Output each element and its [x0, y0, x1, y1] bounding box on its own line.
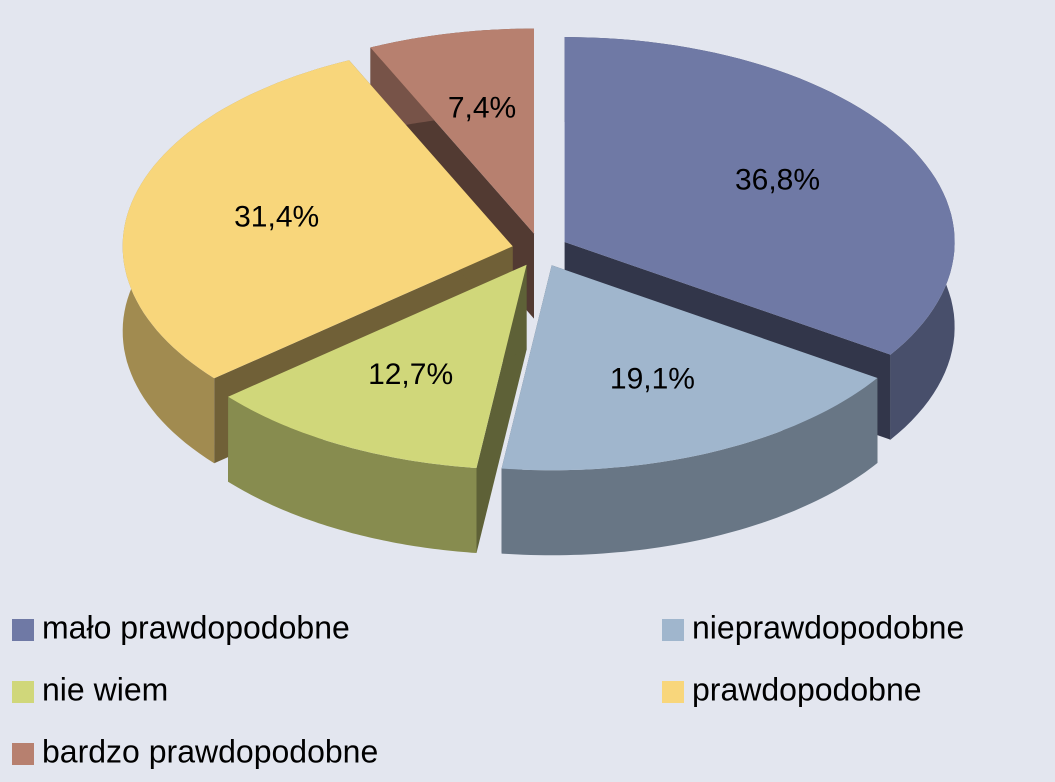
legend-swatch: [662, 619, 684, 641]
legend-label: bardzo prawdopodobne: [42, 733, 378, 769]
legend-swatch: [12, 681, 34, 703]
legend-swatch: [12, 743, 34, 765]
data-label: 7,4%: [448, 91, 516, 124]
legend-swatch: [12, 619, 34, 641]
legend-label: nieprawdopodobne: [692, 609, 964, 645]
slice: [228, 264, 527, 468]
slice: [501, 265, 878, 471]
legend-label: prawdopodobne: [692, 671, 922, 707]
slice: [370, 28, 534, 234]
slice-rim: [228, 396, 477, 553]
slice: [564, 37, 955, 355]
data-label: 36,8%: [735, 164, 820, 197]
legend-swatch: [662, 681, 684, 703]
legend-label: mało prawdopodobne: [42, 609, 350, 645]
slice: [122, 60, 513, 379]
data-label: 31,4%: [234, 201, 319, 234]
data-label: 19,1%: [610, 363, 695, 396]
data-label: 12,7%: [368, 358, 453, 391]
legend-label: nie wiem: [42, 671, 168, 707]
slice-rim: [501, 378, 878, 556]
